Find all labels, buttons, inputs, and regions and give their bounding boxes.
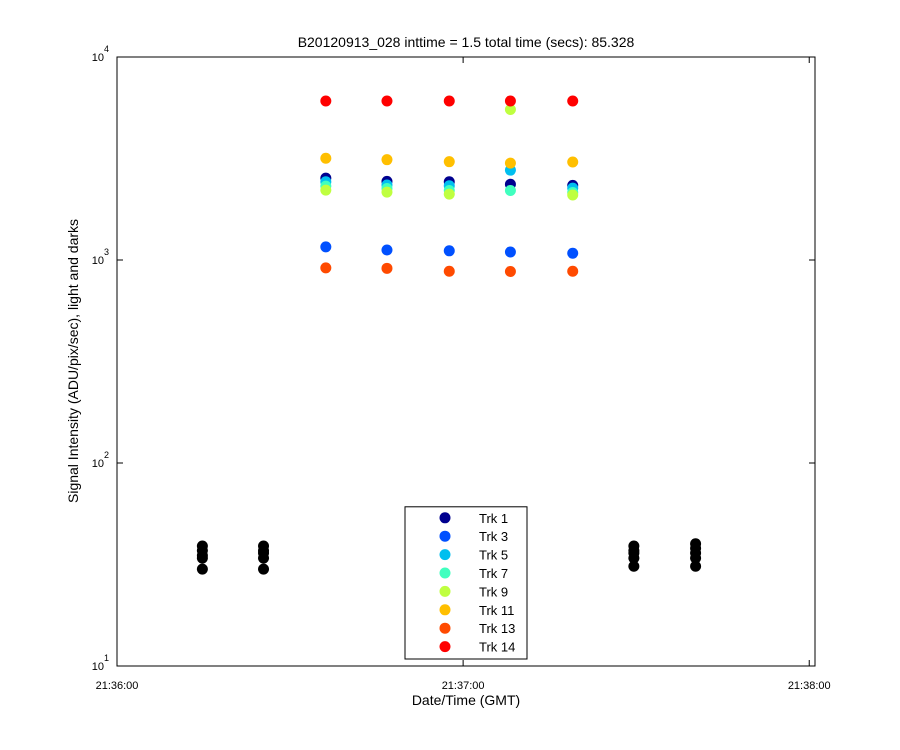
y-tick-exponent: 3 bbox=[104, 247, 109, 257]
point bbox=[320, 95, 332, 107]
point bbox=[320, 152, 332, 164]
y-tick-label: 103 bbox=[92, 247, 109, 267]
point bbox=[258, 540, 270, 552]
y-tick-label: 104 bbox=[92, 44, 109, 64]
point bbox=[443, 188, 455, 200]
y-tick-exponent: 1 bbox=[104, 653, 109, 663]
legend-box bbox=[404, 506, 528, 660]
legend-marker bbox=[439, 549, 451, 561]
point bbox=[443, 265, 455, 277]
point bbox=[381, 95, 393, 107]
y-tick-base: 10 bbox=[92, 458, 104, 470]
y-tick-exponent: 2 bbox=[104, 450, 109, 460]
point bbox=[443, 245, 455, 257]
point bbox=[381, 244, 393, 256]
point bbox=[196, 563, 208, 575]
x-tick-label: 21:37:00 bbox=[442, 680, 485, 692]
y-tick-base: 10 bbox=[92, 255, 104, 267]
legend-marker bbox=[439, 512, 451, 524]
point bbox=[196, 540, 208, 552]
point bbox=[381, 262, 393, 274]
point bbox=[504, 246, 516, 258]
point bbox=[690, 538, 702, 550]
legend-marker bbox=[439, 585, 451, 597]
legend-marker bbox=[439, 604, 451, 616]
legend-label: Trk 3 bbox=[479, 529, 508, 544]
point bbox=[504, 95, 516, 107]
y-tick-base: 10 bbox=[92, 661, 104, 673]
point bbox=[381, 186, 393, 198]
y-tick-base: 10 bbox=[92, 52, 104, 64]
x-axis-label: Date/Time (GMT) bbox=[412, 692, 520, 708]
legend-label: Trk 9 bbox=[479, 584, 508, 599]
legend-marker bbox=[439, 641, 451, 653]
legend-label: Trk 14 bbox=[479, 640, 515, 655]
point bbox=[443, 95, 455, 107]
point bbox=[320, 184, 332, 196]
x-tick-label: 21:36:00 bbox=[96, 680, 139, 692]
legend-label: Trk 1 bbox=[479, 511, 508, 526]
point bbox=[504, 104, 516, 116]
legend-marker bbox=[439, 567, 451, 579]
point bbox=[567, 247, 579, 259]
point bbox=[381, 154, 393, 166]
legend-label: Trk 11 bbox=[479, 603, 514, 618]
point bbox=[504, 265, 516, 277]
point bbox=[443, 156, 455, 168]
point bbox=[320, 262, 332, 274]
point bbox=[567, 156, 579, 168]
legend-label: Trk 7 bbox=[479, 566, 508, 581]
point bbox=[504, 157, 516, 169]
y-tick-label: 102 bbox=[92, 450, 109, 470]
point bbox=[258, 563, 270, 575]
y-tick-exponent: 4 bbox=[104, 44, 109, 54]
legend-label: Trk 13 bbox=[479, 621, 515, 636]
y-axis-label: Signal Intensity (ADU/pix/sec), light an… bbox=[65, 219, 81, 503]
point bbox=[567, 95, 579, 107]
x-tick-label: 21:38:00 bbox=[788, 680, 831, 692]
y-tick-label: 101 bbox=[92, 653, 109, 673]
point bbox=[567, 265, 579, 277]
point bbox=[690, 560, 702, 572]
legend-marker bbox=[439, 530, 451, 542]
point bbox=[320, 241, 332, 253]
legend-marker bbox=[439, 622, 451, 634]
point bbox=[567, 189, 579, 201]
legend-label: Trk 5 bbox=[479, 548, 508, 563]
point bbox=[628, 560, 640, 572]
chart-title: B20120913_028 inttime = 1.5 total time (… bbox=[298, 34, 635, 50]
point bbox=[504, 184, 516, 196]
point bbox=[628, 540, 640, 552]
